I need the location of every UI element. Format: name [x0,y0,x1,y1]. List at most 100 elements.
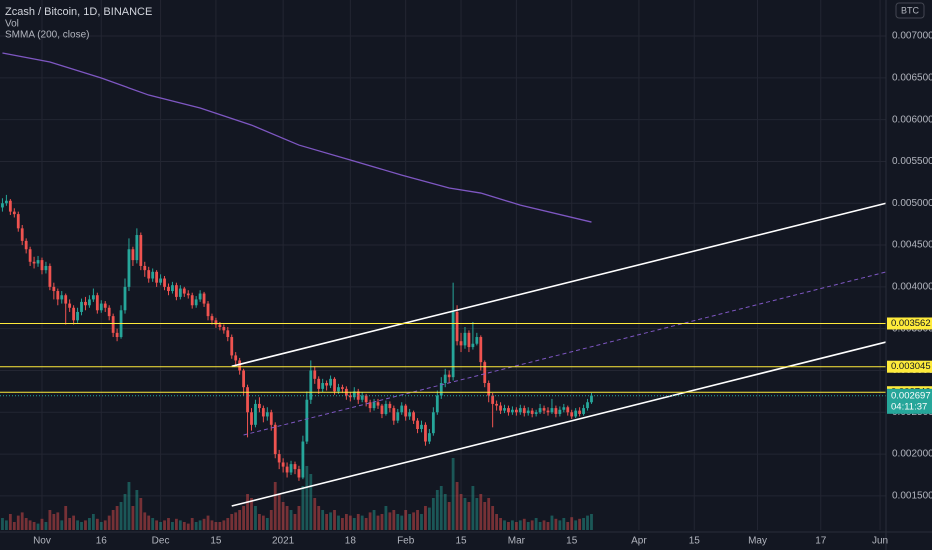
volume-bar [550,515,554,530]
volume-bar [1,518,4,530]
candle-body [24,240,28,250]
candle-body [20,228,24,241]
candle-body [214,320,218,325]
volume-bar [526,522,530,530]
candle-body [526,410,530,414]
candle-body [285,466,289,473]
volume-bar [115,506,119,530]
volume-bar [435,490,439,530]
candle-body [297,469,301,478]
volume-bar [491,506,495,530]
volume-bar [566,522,570,530]
volume-bar [325,514,329,530]
volume-bar [459,494,463,530]
currency-label[interactable]: BTC [901,5,920,15]
candle-body [499,405,502,411]
volume-bar [467,502,471,530]
candle-body [8,200,12,212]
candle-body [570,412,574,417]
candle-body [404,405,408,417]
candle-body [40,260,44,271]
x-tick-label: 15 [210,536,222,547]
candle-body [234,355,238,361]
volume-bar [352,518,356,530]
candle-body [163,278,166,287]
candle-body [447,374,451,378]
candle-body [190,295,194,306]
candle-body [431,412,435,434]
candle-body [174,285,178,297]
volume-bar [293,514,297,530]
candle-body [424,424,427,442]
volume-bar [396,514,400,530]
candle-body [261,408,265,417]
candle-body [321,383,325,389]
candle-body [400,405,404,413]
volume-bar [24,518,28,530]
candle-body [155,271,159,283]
level-label-box [887,360,932,373]
candle-body [317,378,321,389]
symbol-title: Zcash / Bitcoin, 1D, BINANCE [5,6,152,18]
volume-bar [301,486,305,530]
candle-body [60,295,64,300]
volume-bar [431,498,435,530]
y-tick-label: 0.001500 [892,491,932,502]
volume-bar [273,482,277,530]
candle-body [503,408,506,411]
last-price-label: 0.002697 [891,390,931,401]
trend-line [231,202,887,368]
candle-body [487,383,491,396]
candle-body [348,395,352,398]
candle-body [325,383,329,386]
candle-body [376,402,380,406]
candle-body [483,362,487,384]
candle-body [546,410,550,413]
candle-body [198,293,202,300]
candle-body [289,464,293,473]
volume-bar [329,512,332,530]
volume-bar [455,482,459,530]
candle-body [590,395,593,403]
x-tick-label: 15 [689,536,701,547]
candle-body [388,403,392,409]
volume-bar [348,515,352,530]
volume-bar [226,518,230,530]
candle-body [534,412,538,414]
x-tick-label: Feb [397,536,415,547]
volume-bar [159,522,162,530]
countdown-label: 04:11:37 [891,401,927,412]
candle-body [48,265,52,287]
candle-body [396,412,400,421]
candle-body [84,301,87,306]
volume-bar [289,510,293,530]
volume-bar [333,510,336,530]
volume-bar [424,506,427,530]
candle-body [420,424,423,429]
volume-bar [380,514,384,530]
volume-bar [475,498,479,530]
candle-body [542,408,546,411]
currency-button[interactable] [895,2,925,19]
volume-bar [590,514,593,530]
candle-body [301,441,305,478]
volume-bar [344,514,348,530]
volume-bar [230,514,234,530]
candle-body [143,265,147,271]
candle-body [360,395,364,400]
volume-bar [167,518,170,530]
volume-bar [372,510,376,530]
candle-body [392,408,396,421]
volume-bar [99,522,103,530]
volume-bar [68,518,72,530]
volume-bar [206,515,210,530]
volume-bar [44,522,48,530]
volume-bar [32,522,36,530]
candle-body [428,433,431,442]
volume-bar [155,520,159,530]
volume-bar [64,506,68,530]
candle-body [76,311,79,321]
volume-bar [76,520,79,530]
x-tick-label: 15 [455,536,467,547]
volume-bar [107,515,111,530]
